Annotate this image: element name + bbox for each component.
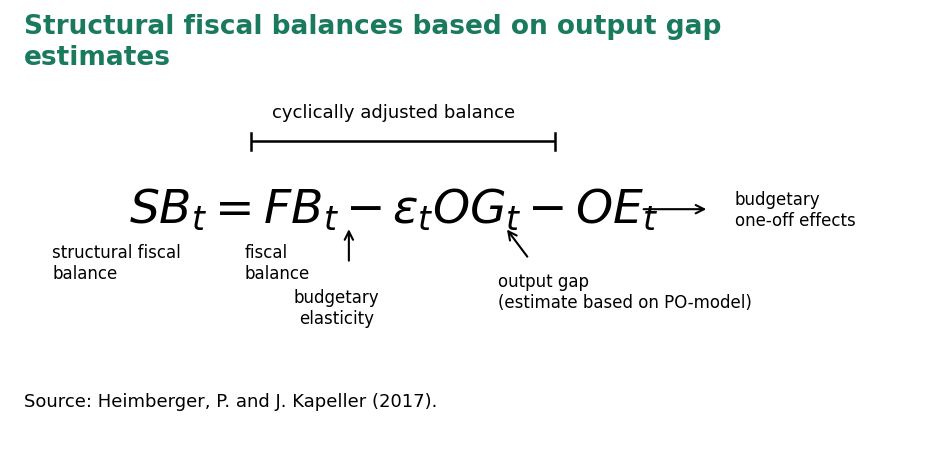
Text: structural fiscal
balance: structural fiscal balance	[52, 244, 181, 282]
Text: fiscal
balance: fiscal balance	[245, 244, 310, 282]
Text: Structural fiscal balances based on output gap
estimates: Structural fiscal balances based on outp…	[24, 14, 721, 70]
Text: output gap
(estimate based on PO-model): output gap (estimate based on PO-model)	[498, 273, 752, 312]
Text: budgetary
one-off effects: budgetary one-off effects	[735, 190, 855, 229]
Text: budgetary
elasticity: budgetary elasticity	[294, 289, 379, 327]
Text: Source: Heimberger, P. and J. Kapeller (2017).: Source: Heimberger, P. and J. Kapeller (…	[24, 392, 437, 410]
Text: cyclically adjusted balance: cyclically adjusted balance	[272, 104, 515, 122]
Text: $\mathit{SB}_t = \mathit{FB}_t\,\mathsf{-}\,\epsilon_t \mathit{OG}_t\,\mathsf{-}: $\mathit{SB}_t = \mathit{FB}_t\,\mathsf{…	[129, 187, 658, 233]
